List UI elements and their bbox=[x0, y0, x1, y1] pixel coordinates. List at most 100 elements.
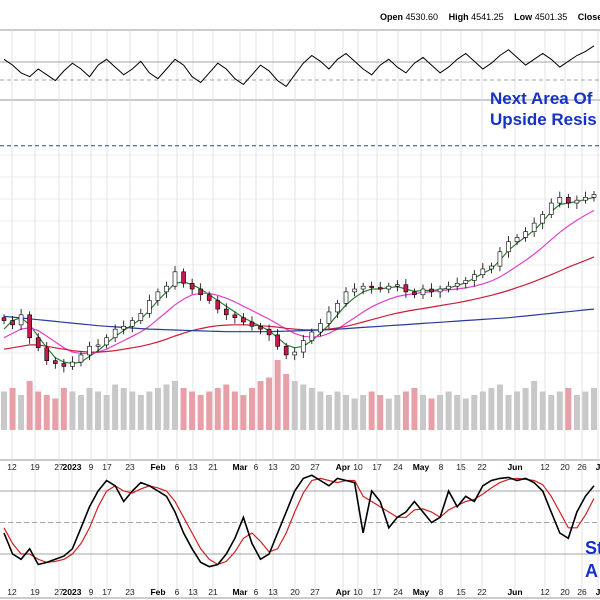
x-tick-label: Feb bbox=[150, 462, 165, 472]
candle-body bbox=[446, 285, 451, 290]
x-tick-label: 9 bbox=[89, 462, 94, 472]
candle-body bbox=[87, 346, 92, 356]
x-tick-label: 27 bbox=[310, 462, 320, 472]
volume-bar bbox=[334, 391, 341, 430]
close-label: Close bbox=[577, 12, 600, 22]
x-tick-label: 15 bbox=[456, 462, 466, 472]
x-tick-label: 13 bbox=[188, 462, 198, 472]
x-tick-label: 17 bbox=[102, 462, 112, 472]
candle-body bbox=[172, 271, 178, 287]
volume-bar bbox=[428, 398, 435, 430]
volume-bar bbox=[514, 391, 521, 430]
x-tick-label-bottom: 19 bbox=[30, 587, 40, 597]
volume-bar bbox=[26, 381, 33, 430]
x-tick-label-bottom: 22 bbox=[477, 587, 487, 597]
volume-bar bbox=[18, 395, 25, 430]
volume-bar bbox=[462, 398, 469, 430]
volume-bar bbox=[163, 384, 170, 430]
volume-bar bbox=[206, 391, 213, 430]
candle-body bbox=[548, 202, 554, 215]
high-label: High bbox=[448, 12, 469, 22]
volume-bar bbox=[411, 388, 418, 430]
candle-body bbox=[369, 285, 374, 288]
candle-body bbox=[95, 344, 101, 347]
candle-body bbox=[121, 325, 127, 330]
moving-average-long bbox=[3, 256, 595, 353]
x-tick-label: 12 bbox=[7, 462, 17, 472]
candle-body bbox=[300, 340, 306, 353]
volume-bar bbox=[565, 388, 572, 430]
candle-body bbox=[420, 288, 426, 296]
volume-bar bbox=[9, 388, 16, 430]
volume-bar bbox=[52, 398, 59, 430]
candle-body bbox=[18, 314, 24, 326]
candle-body bbox=[429, 288, 434, 293]
candle-body bbox=[352, 288, 357, 293]
candle-body bbox=[591, 194, 597, 198]
x-tick-label: 26 bbox=[577, 462, 587, 472]
volume-bar bbox=[248, 388, 255, 430]
volume-bar bbox=[154, 388, 161, 430]
volume-bar bbox=[471, 395, 478, 430]
x-tick-label-bottom: 27 bbox=[310, 587, 320, 597]
candle-body bbox=[266, 328, 272, 336]
x-tick-label: Mar bbox=[232, 462, 248, 472]
volume-bar bbox=[103, 395, 110, 430]
volume-bar bbox=[95, 391, 102, 430]
x-tick-label-bottom: 12 bbox=[7, 587, 17, 597]
candle-body bbox=[574, 199, 580, 204]
volume-bar bbox=[419, 395, 426, 430]
volume-bar bbox=[548, 395, 555, 430]
candle-body bbox=[360, 285, 366, 290]
open-value: 4530.60 bbox=[405, 12, 439, 22]
volume-bar bbox=[231, 391, 238, 430]
candle-body bbox=[44, 347, 50, 361]
candle-body bbox=[386, 285, 392, 290]
candle-body bbox=[318, 323, 323, 333]
x-tick-label-bottom: 10 bbox=[353, 587, 363, 597]
volume-bar bbox=[43, 395, 50, 430]
x-tick-label-bottom: 13 bbox=[188, 587, 198, 597]
candle-body bbox=[497, 251, 503, 267]
candle-body bbox=[523, 231, 528, 238]
candle-body bbox=[335, 303, 340, 313]
volume-bar bbox=[291, 381, 298, 430]
high-value: 4541.25 bbox=[471, 12, 504, 22]
x-tick-label: 23 bbox=[125, 462, 135, 472]
volume-bar bbox=[129, 391, 136, 430]
x-tick-label: 20 bbox=[290, 462, 300, 472]
candle-body bbox=[403, 284, 409, 293]
volume-bar bbox=[86, 388, 93, 430]
candle-body bbox=[61, 363, 67, 367]
candle-body bbox=[437, 288, 443, 293]
volume-bar bbox=[437, 395, 444, 430]
low-value: 4501.35 bbox=[534, 12, 568, 22]
volume-bar bbox=[197, 395, 204, 430]
candle-body bbox=[70, 361, 75, 367]
x-tick-label-bottom: 17 bbox=[102, 587, 112, 597]
volume-bar bbox=[591, 388, 597, 430]
volume-bar bbox=[274, 360, 281, 430]
candle-body bbox=[283, 346, 289, 356]
stochastic-k-line bbox=[3, 474, 595, 568]
x-tick-label: 13 bbox=[268, 462, 278, 472]
candle-body bbox=[471, 274, 477, 281]
candle-body bbox=[147, 300, 152, 314]
x-tick-label-bottom: 2023 bbox=[63, 587, 82, 597]
candle-body bbox=[189, 282, 195, 290]
stochastic-annotation-line2: A bbox=[585, 561, 598, 581]
volume-bar bbox=[240, 395, 247, 430]
x-tick-label-bottom: 27 bbox=[54, 587, 64, 597]
volume-bar bbox=[180, 388, 187, 430]
volume-bar bbox=[539, 391, 546, 430]
candle-body bbox=[249, 321, 255, 327]
candle-body bbox=[27, 314, 32, 339]
candle-body bbox=[258, 325, 263, 330]
volume-bar bbox=[77, 395, 84, 430]
volume-bar bbox=[505, 395, 512, 430]
candle-body bbox=[224, 308, 229, 316]
volume-bar bbox=[394, 395, 401, 430]
stochastic-d-line bbox=[3, 477, 595, 566]
stochastic-annotation-line1: St bbox=[585, 538, 600, 558]
candle-body bbox=[412, 291, 417, 296]
